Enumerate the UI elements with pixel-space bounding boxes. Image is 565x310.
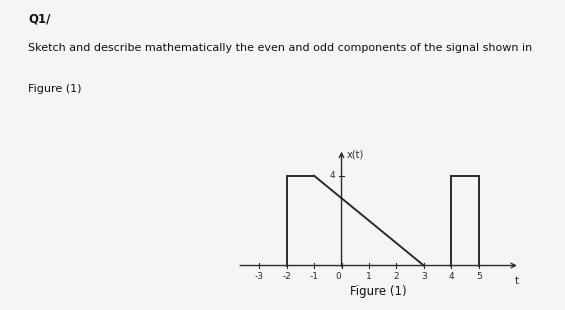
Text: 0: 0 (336, 272, 341, 281)
Text: Figure (1): Figure (1) (28, 84, 82, 94)
Text: t: t (515, 276, 519, 286)
Text: 5: 5 (476, 272, 481, 281)
Text: 2: 2 (394, 272, 399, 281)
Text: x(t): x(t) (346, 150, 364, 160)
Text: Q1/: Q1/ (28, 12, 51, 25)
Text: 4: 4 (449, 272, 454, 281)
Text: Sketch and describe mathematically the even and odd components of the signal sho: Sketch and describe mathematically the e… (28, 43, 532, 53)
Text: 3: 3 (421, 272, 427, 281)
Text: 1: 1 (366, 272, 372, 281)
Text: -1: -1 (310, 272, 319, 281)
Text: -2: -2 (282, 272, 291, 281)
Text: Figure (1): Figure (1) (350, 285, 407, 298)
Text: -3: -3 (255, 272, 264, 281)
Text: 4: 4 (330, 171, 336, 180)
